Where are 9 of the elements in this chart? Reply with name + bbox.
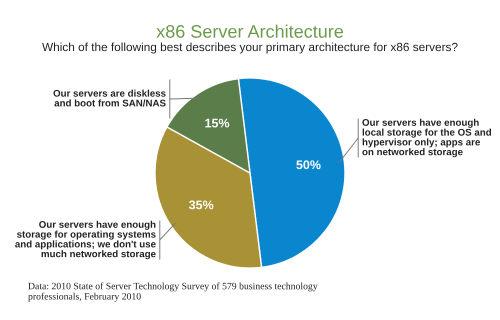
data-label: 50% xyxy=(296,160,321,170)
data-label: 15% xyxy=(205,118,230,128)
slice-label: Our servers are diskless and boot from SAN/NAS xyxy=(53,90,166,107)
text: Data: 2010 State of Server Technology Survey of 579 business technology professionals, February 2010 xyxy=(28,282,318,302)
slice-label: Our servers have enough local storage for the OS and hypervisor only; apps are on networked storage xyxy=(362,118,492,158)
slice-label: Our servers have enough storage for operating systems and applications; we don't use much networked storage xyxy=(15,220,156,260)
chart-title: x86 Server Architecture xyxy=(156,24,344,38)
data-label: 35% xyxy=(188,200,214,210)
chart-subtitle: Which of the following best describes your primary architecture for x86 servers? xyxy=(42,42,458,54)
